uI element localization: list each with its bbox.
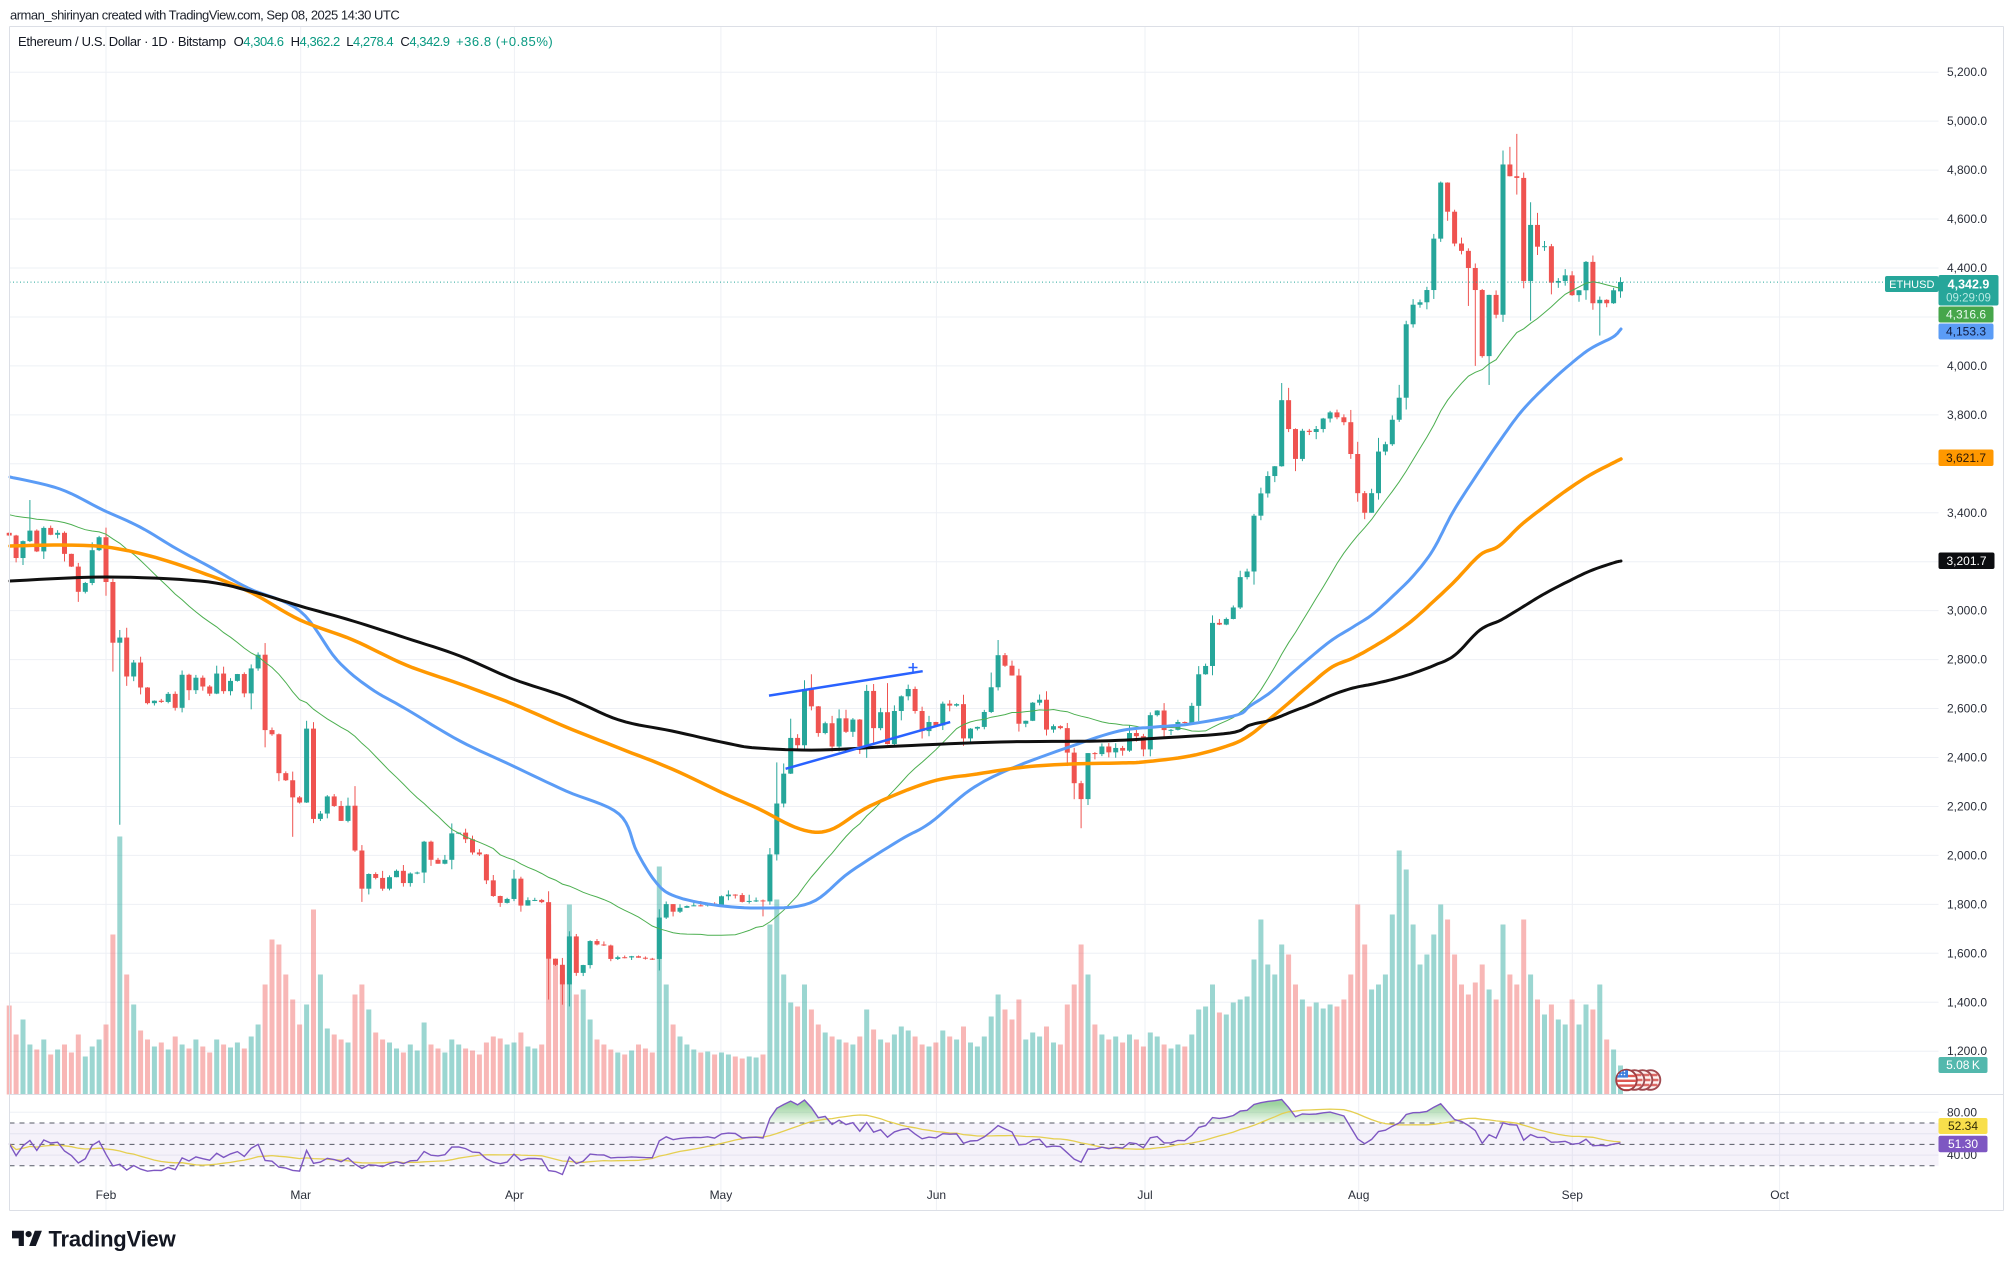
svg-text:4,342.9: 4,342.9 [1948,278,1990,292]
svg-text:3,400.0: 3,400.0 [1947,506,1987,520]
svg-text:4,600.0: 4,600.0 [1947,212,1987,226]
svg-text:May: May [710,1188,733,1202]
svg-text:Ethereum / U.S. Dollar · 1D ·: Ethereum / U.S. Dollar · 1D · Bitstamp [18,34,226,49]
svg-text:TradingView: TradingView [49,1227,177,1252]
svg-text:Apr: Apr [505,1188,524,1202]
svg-text:Jul: Jul [1137,1188,1152,1202]
svg-text:ETHUSD: ETHUSD [1889,279,1934,291]
svg-text:5.08 K: 5.08 K [1946,1058,1980,1072]
svg-text:Feb: Feb [96,1188,117,1202]
svg-text:C4,342.9: C4,342.9 [400,34,449,49]
svg-text:Jun: Jun [927,1188,946,1202]
svg-text:arman_shirinyan created with T: arman_shirinyan created with TradingView… [10,8,399,23]
svg-text:4,316.6: 4,316.6 [1946,308,1986,322]
svg-text:1,400.0: 1,400.0 [1947,995,1987,1009]
svg-text:5,000.0: 5,000.0 [1947,114,1987,128]
svg-text:Mar: Mar [290,1188,311,1202]
svg-text:4,800.0: 4,800.0 [1947,163,1987,177]
svg-text:O4,304.6: O4,304.6 [234,34,284,49]
svg-text:3,800.0: 3,800.0 [1947,408,1987,422]
svg-text:Oct: Oct [1770,1188,1789,1202]
svg-text:51.30: 51.30 [1948,1137,1978,1151]
svg-text:H4,362.2: H4,362.2 [291,34,340,49]
svg-text:+36.8 (+0.85%): +36.8 (+0.85%) [456,34,553,49]
svg-text:1,200.0: 1,200.0 [1947,1044,1987,1058]
svg-text:2,800.0: 2,800.0 [1947,653,1987,667]
svg-text:4,153.3: 4,153.3 [1946,325,1986,339]
svg-text:5,200.0: 5,200.0 [1947,65,1987,79]
svg-text:4,000.0: 4,000.0 [1947,359,1987,373]
svg-text:2,400.0: 2,400.0 [1947,751,1987,765]
svg-text:2,600.0: 2,600.0 [1947,702,1987,716]
svg-text:Aug: Aug [1348,1188,1369,1202]
svg-text:52.34: 52.34 [1948,1119,1978,1133]
svg-text:80.00: 80.00 [1947,1105,1977,1119]
svg-text:4,400.0: 4,400.0 [1947,261,1987,275]
svg-text:Sep: Sep [1562,1188,1584,1202]
svg-text:2,000.0: 2,000.0 [1947,848,1987,862]
svg-text:L4,278.4: L4,278.4 [346,34,393,49]
svg-text:3,621.7: 3,621.7 [1946,451,1986,465]
svg-text:09:29:09: 09:29:09 [1946,293,1991,305]
svg-text:2,200.0: 2,200.0 [1947,800,1987,814]
svg-text:1,600.0: 1,600.0 [1947,946,1987,960]
svg-text:1,800.0: 1,800.0 [1947,897,1987,911]
svg-text:3,000.0: 3,000.0 [1947,604,1987,618]
svg-text:3,201.7: 3,201.7 [1946,554,1986,568]
